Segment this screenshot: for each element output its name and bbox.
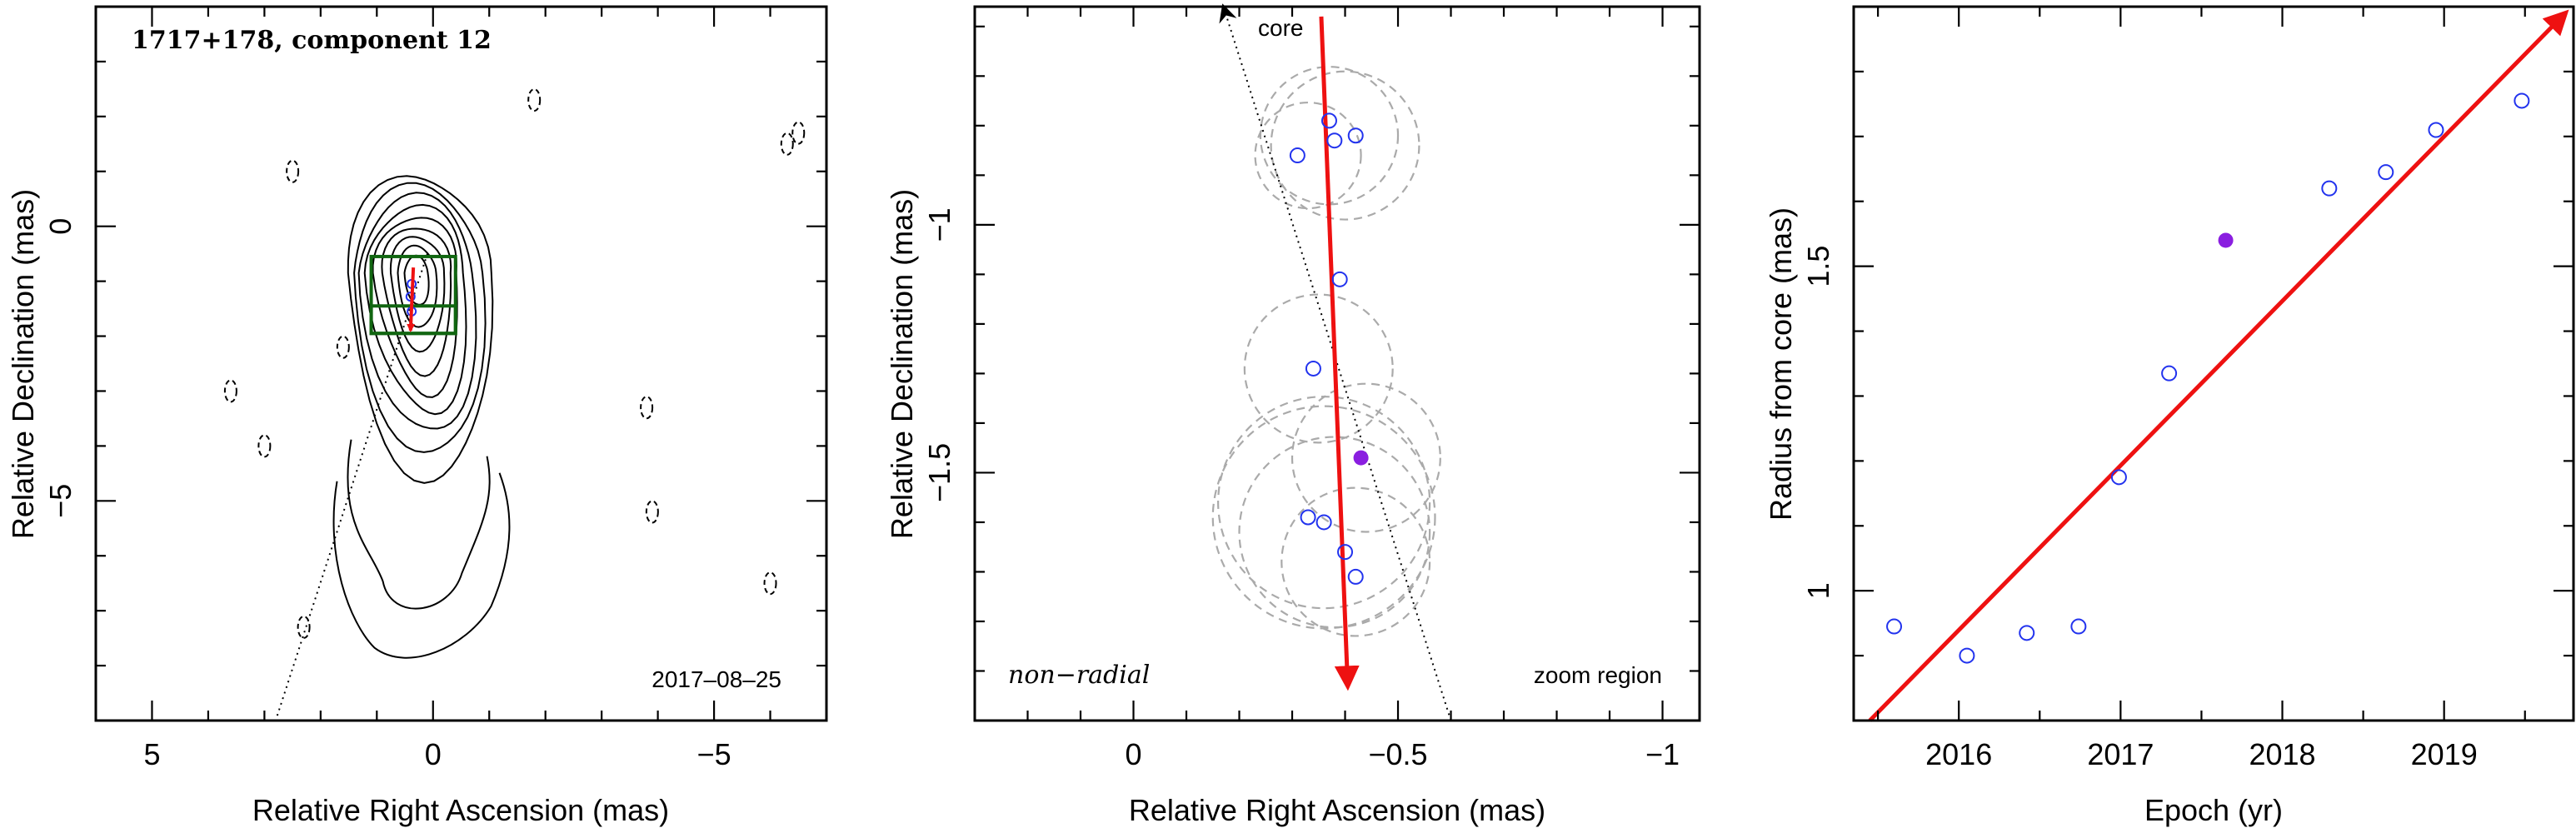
noise-contour	[780, 132, 794, 156]
noise-contour	[297, 615, 311, 639]
data-point	[1305, 360, 1321, 377]
x-tick-label: 2016	[1925, 737, 1992, 771]
zoom-box	[369, 304, 457, 336]
panel-zoom-region: 0 −0.5 −1 −1 −1.5 core non−radial zoom regio…	[885, 3, 1701, 827]
data-point	[1315, 514, 1332, 531]
noise-contour	[286, 159, 300, 183]
noise-contour	[791, 121, 806, 145]
panel-1-xlabel: Relative Right Ascension (mas)	[252, 793, 669, 827]
panel-3-ticks: 2016 2017 2018 2019 1 1.5	[1801, 7, 2574, 771]
panel-2-frame	[973, 5, 1701, 722]
y-tick-label: −1	[922, 207, 956, 242]
data-point	[2110, 469, 2127, 486]
error-circle	[1290, 382, 1441, 533]
panel-3-xlabel: Epoch (yr)	[2144, 793, 2283, 827]
error-circle	[1217, 396, 1431, 610]
y-tick-label: 1.5	[1801, 246, 1835, 287]
x-tick-label: 0	[425, 737, 442, 771]
contour-ring	[381, 227, 452, 377]
data-point	[1331, 271, 1348, 287]
error-circle	[1281, 486, 1431, 637]
data-point	[1289, 147, 1305, 164]
core-direction-line	[274, 253, 428, 721]
data-point	[1886, 618, 1903, 635]
error-circle	[1238, 436, 1431, 629]
noise-contour	[763, 571, 777, 596]
fit-line	[1868, 9, 2569, 722]
x-tick-label: −1	[1645, 737, 1680, 771]
contour-ring	[357, 192, 477, 430]
panel-1-frame	[94, 5, 828, 722]
error-circle	[1211, 405, 1436, 630]
data-point	[2514, 92, 2530, 109]
noise-contour	[336, 335, 350, 359]
contour-map	[223, 88, 806, 659]
data-point	[1320, 112, 1337, 129]
contour-ring	[353, 182, 487, 453]
x-tick-label: 2017	[2087, 737, 2154, 771]
y-tick-label: 0	[43, 218, 77, 235]
y-tick-label: −1.5	[922, 443, 956, 502]
data-point	[2070, 618, 2087, 635]
non-radial-label: non−radial	[1008, 661, 1150, 690]
contour-tail	[347, 439, 491, 610]
data-point	[1337, 544, 1354, 561]
panel-3-ylabel: Radius from core (mas)	[1764, 207, 1798, 521]
x-tick-label: −0.5	[1368, 737, 1427, 771]
panel-1-ylabel: Relative Declination (mas)	[6, 189, 40, 539]
data-point	[1300, 509, 1316, 526]
panel-1-title: 1717+178, component 12	[132, 26, 492, 55]
panel-radius-vs-epoch: 2016 2017 2018 2019 1 1.5 Epoch (yr) Radius f…	[1764, 5, 2575, 827]
error-circle	[1254, 101, 1362, 210]
x-tick-label: 2019	[2411, 737, 2478, 771]
data-point	[1347, 127, 1364, 144]
data-point	[1347, 568, 1364, 585]
x-tick-label: −5	[697, 737, 731, 771]
current-epoch-point	[1353, 450, 1369, 466]
noise-contour	[527, 88, 542, 112]
motion-arrow	[1319, 16, 1360, 691]
data-point	[2019, 625, 2035, 641]
panel-2-xlabel: Relative Right Ascension (mas)	[1129, 793, 1545, 827]
current-epoch-point	[2218, 232, 2234, 248]
zoom-region-label: zoom region	[1534, 662, 1662, 688]
contour-ring	[397, 244, 438, 328]
x-tick-label: 5	[143, 737, 160, 771]
contour-ring	[389, 236, 446, 353]
contour-ring	[372, 217, 458, 398]
panel-1-ticks: 5 0 −5 0 −5	[43, 7, 826, 771]
motion-arrow	[407, 267, 416, 332]
data-point	[1326, 132, 1343, 149]
contour-tail-outer	[332, 472, 511, 659]
core-label: core	[1258, 15, 1303, 41]
noise-contour	[223, 379, 237, 403]
panel-2-ticks: 0 −0.5 −1 −1 −1.5	[922, 7, 1700, 771]
noise-contour	[257, 434, 272, 458]
panel-3-frame	[1852, 5, 2575, 722]
y-tick-label: 1	[1801, 582, 1835, 599]
error-circle	[1243, 293, 1394, 444]
contour-ring	[347, 175, 494, 484]
x-tick-label: 2018	[2249, 737, 2315, 771]
error-circle	[1270, 70, 1420, 221]
data-point	[2161, 365, 2178, 382]
contour-ring	[403, 254, 430, 306]
y-tick-label: −5	[43, 484, 77, 518]
contour-ring	[363, 203, 467, 416]
error-circle	[1259, 66, 1400, 206]
x-tick-label: 0	[1125, 737, 1141, 771]
panel-contour-map: 5 0 −5 0 −5 1717+178, component 12 2017–08–2…	[6, 5, 828, 827]
panel-2-ylabel: Relative Declination (mas)	[885, 189, 919, 539]
data-point	[2378, 164, 2394, 181]
data-point	[1959, 647, 1975, 664]
data-point	[2428, 122, 2444, 138]
noise-contour	[640, 396, 654, 420]
core-direction-line	[1219, 3, 1452, 721]
data-point	[2321, 180, 2338, 197]
panel-1-date: 2017–08–25	[651, 666, 781, 692]
noise-contour	[645, 500, 659, 524]
